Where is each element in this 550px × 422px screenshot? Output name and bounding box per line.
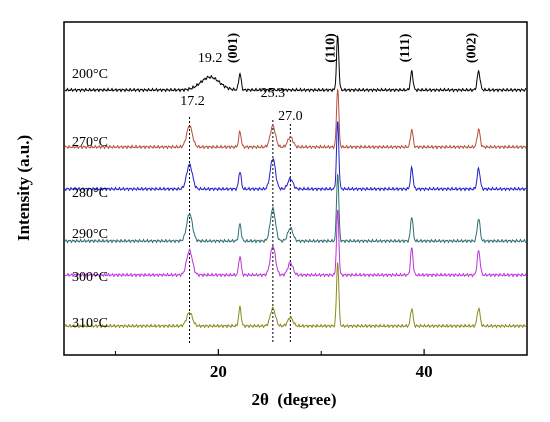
series-label-2: 270°C: [72, 135, 108, 150]
series-line-1: [65, 35, 527, 93]
series-label-1: 200°C: [72, 67, 108, 82]
series-line-5: [64, 209, 527, 278]
series-group: 200°C 270°C 280°C 290°C 300°C 310°C: [64, 35, 527, 331]
annotations: 19.2 17.2 25.3 27.0 (001) (110) (111) (002): [180, 33, 479, 124]
peak-annotation-1: 19.2: [198, 51, 223, 66]
x-tick-label-2: 40: [416, 362, 433, 381]
series-line-2: [64, 88, 527, 150]
series-line-3: [64, 121, 526, 192]
miller-index-label-5: (001): [226, 33, 241, 64]
reference-lines: [189, 117, 291, 344]
peak-annotation-4: 27.0: [278, 109, 303, 124]
peak-annotation-3: 25.3: [261, 86, 286, 101]
miller-index-label-7: (111): [398, 33, 413, 62]
miller-index-label-6: (110): [324, 33, 339, 63]
series-line-4: [64, 173, 527, 244]
axis-ticks: 20 40: [114, 349, 433, 381]
peak-annotation-2: 17.2: [180, 94, 205, 109]
series-line-6: [64, 262, 527, 329]
miller-index-label-8: (002): [465, 33, 480, 64]
y-axis-label: Intensity (a.u.): [14, 135, 33, 241]
x-tick-label-1: 20: [210, 362, 227, 381]
plot-frame: [63, 21, 528, 356]
series-label-6: 310°C: [72, 316, 108, 331]
series-label-4: 290°C: [72, 227, 108, 242]
x-axis-label: 2θ (degree): [251, 390, 336, 409]
series-label-5: 300°C: [72, 270, 108, 285]
series-label-3: 280°C: [72, 186, 108, 201]
